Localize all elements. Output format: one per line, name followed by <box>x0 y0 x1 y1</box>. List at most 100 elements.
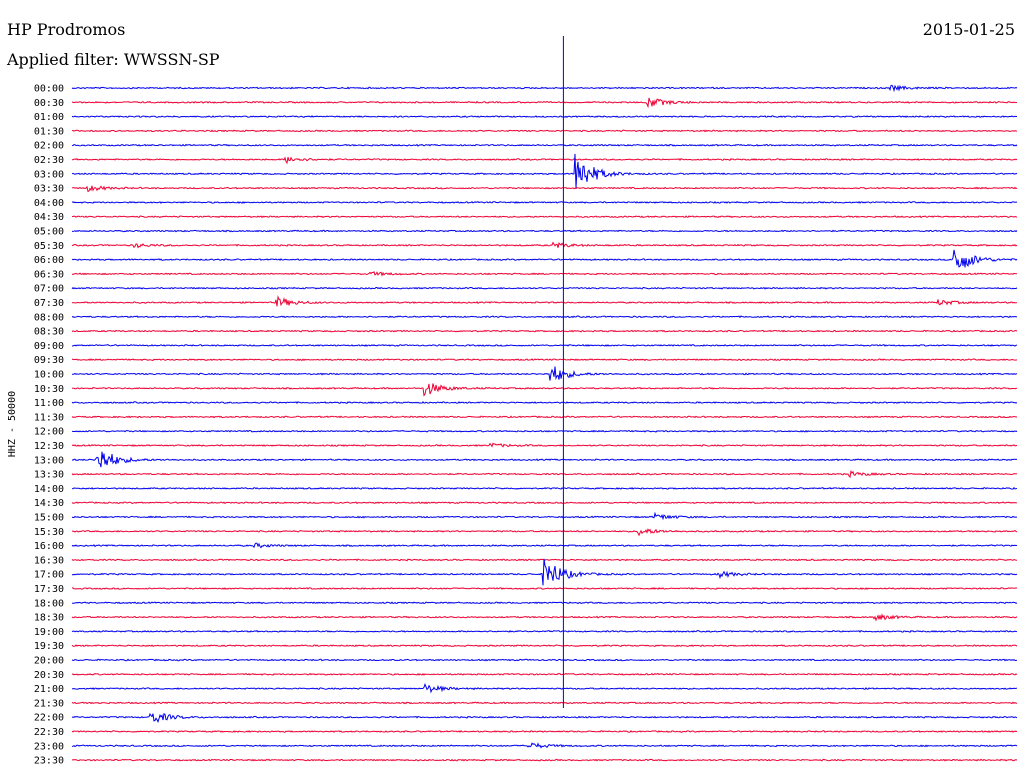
tick-label: 02:30 <box>34 155 64 166</box>
trace-line <box>71 429 1018 433</box>
tick-label: 04:00 <box>34 198 64 209</box>
tick-label: 17:00 <box>34 570 64 581</box>
tick-label: 10:30 <box>34 384 64 395</box>
trace-line <box>71 315 1018 319</box>
trace-line <box>71 415 1018 419</box>
tick-label: 17:30 <box>34 584 64 595</box>
trace-line <box>72 156 1018 165</box>
trace-line <box>71 613 1018 622</box>
trace-line <box>71 486 1018 490</box>
trace-line <box>71 451 1018 468</box>
trace-line <box>71 401 1018 405</box>
trace-line <box>71 344 1018 347</box>
tick-label: 12:00 <box>34 427 64 438</box>
tick-label: 20:00 <box>34 656 64 667</box>
trace-line <box>71 683 1018 694</box>
tick-label-group: 00:00 00:30 01:00 01:30 02:00 02:30 03:00 03:30… <box>34 84 64 767</box>
trace-line <box>71 658 1018 662</box>
tick-label: 09:00 <box>34 341 64 352</box>
trace-line <box>71 511 1018 521</box>
trace-line <box>71 644 1018 648</box>
trace-line <box>71 241 1018 249</box>
trace-line <box>71 143 1018 147</box>
trace-line <box>71 712 1018 723</box>
tick-label: 23:30 <box>34 756 64 767</box>
trace-line <box>72 366 1018 381</box>
tick-label: 21:00 <box>34 684 64 695</box>
tick-label: 10:00 <box>34 370 64 381</box>
trace-line <box>71 358 1018 362</box>
tick-label: 18:30 <box>34 613 64 624</box>
tick-label: 11:00 <box>34 398 64 409</box>
trace-line <box>71 185 1018 193</box>
trace-line <box>71 153 1018 189</box>
trace-line <box>71 672 1018 676</box>
tick-label: 19:30 <box>34 641 64 652</box>
tick-label: 05:30 <box>34 241 64 252</box>
tick-label: 00:00 <box>34 84 64 95</box>
tick-label: 13:30 <box>34 470 64 481</box>
tick-label: 09:30 <box>34 355 64 366</box>
tick-label: 00:30 <box>34 98 64 109</box>
trace-line <box>71 629 1018 633</box>
tick-label: 03:30 <box>34 184 64 195</box>
tick-label: 15:30 <box>34 527 64 538</box>
tick-label: 01:00 <box>34 112 64 123</box>
trace-line <box>71 701 1018 705</box>
tick-label: 16:30 <box>34 555 64 566</box>
trace-line <box>72 229 1018 233</box>
trace-line <box>71 329 1018 333</box>
tick-label: 08:30 <box>34 327 64 338</box>
tick-label: 01:30 <box>34 126 64 137</box>
tick-label: 23:00 <box>34 741 64 752</box>
tick-label: 11:30 <box>34 412 64 423</box>
tick-label: 04:30 <box>34 212 64 223</box>
trace-line <box>71 383 1018 397</box>
tick-label: 13:00 <box>34 455 64 466</box>
trace-line <box>71 542 1018 549</box>
tick-label: 06:00 <box>34 255 64 266</box>
tick-label: 07:00 <box>34 284 64 295</box>
trace-line <box>71 97 1018 109</box>
trace-line <box>72 215 1018 219</box>
trace-line <box>71 742 1018 749</box>
y-axis-label-group: HHZ - 50000 <box>7 391 18 457</box>
date-label: 2015-01-25 <box>922 20 1015 39</box>
tick-label: 06:30 <box>34 269 64 280</box>
trace-line <box>71 201 1018 204</box>
filter-label: Applied filter: WWSSN-SP <box>7 50 220 69</box>
trace-line <box>71 115 1017 119</box>
tick-label: 22:00 <box>34 713 64 724</box>
trace-line <box>71 558 1018 586</box>
trace-line <box>71 286 1018 290</box>
trace-group <box>71 84 1018 762</box>
station-title: HP Prodromos <box>7 20 126 39</box>
tick-label: 03:00 <box>34 169 64 180</box>
tick-label: 12:30 <box>34 441 64 452</box>
trace-line <box>71 528 1018 537</box>
tick-label: 21:30 <box>34 698 64 709</box>
tick-label: 20:30 <box>34 670 64 681</box>
y-axis-label: HHZ - 50000 <box>7 391 18 457</box>
tick-label: 08:00 <box>34 312 64 323</box>
tick-label: 14:30 <box>34 498 64 509</box>
tick-label: 07:30 <box>34 298 64 309</box>
trace-line <box>71 730 1018 733</box>
trace-line <box>71 84 1018 93</box>
tick-label: 05:00 <box>34 227 64 238</box>
tick-label: 22:30 <box>34 727 64 738</box>
tick-label: 19:00 <box>34 627 64 638</box>
tick-label: 16:00 <box>34 541 64 552</box>
tick-label: 02:00 <box>34 141 64 152</box>
trace-line <box>71 270 1018 277</box>
trace-line <box>71 758 1018 762</box>
trace-line <box>71 501 1018 505</box>
trace-line <box>71 469 1018 479</box>
tick-label: 15:00 <box>34 513 64 524</box>
trace-line <box>71 442 1018 448</box>
trace-line <box>71 601 1018 605</box>
trace-line <box>71 587 1018 590</box>
tick-label: 18:00 <box>34 598 64 609</box>
trace-line <box>71 249 1018 268</box>
